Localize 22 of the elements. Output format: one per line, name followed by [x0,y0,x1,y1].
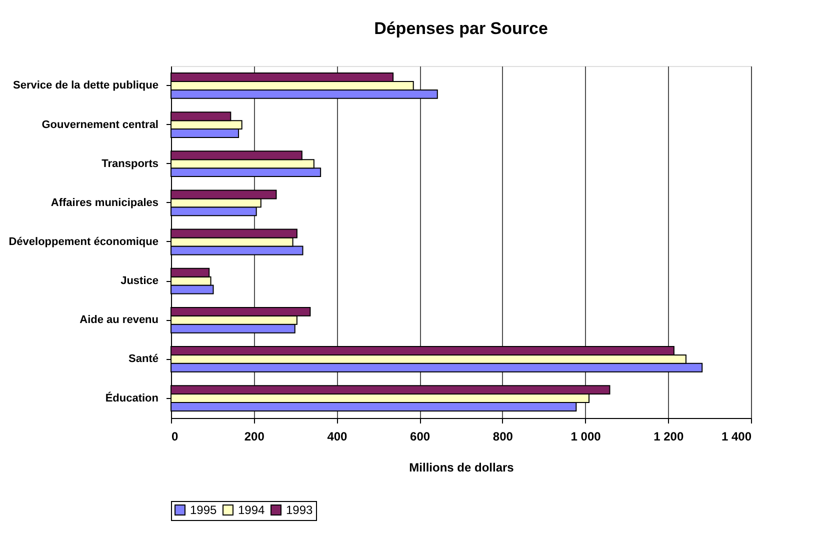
y-tick-label: Service de la dette publique [13,80,158,92]
y-tick-label: Santé [128,353,158,366]
x-tick-label: 400 [327,430,348,444]
x-tick-label: 200 [244,430,265,444]
x-axis-title: Millions de dollars [409,460,514,474]
legend-label: 1994 [238,503,266,517]
x-tick-label: 1 000 [570,430,602,444]
x-tick-label: 0 [172,430,178,444]
y-tick-label: Éducation [105,391,159,404]
x-tick-label: 800 [492,430,514,444]
y-tick-label: Justice [120,275,158,288]
y-tick-label: Transports [102,158,158,170]
x-tick-label: 1 400 [721,430,752,444]
legend-label: 1995 [190,503,218,517]
y-tick-label: Affaires municipales [50,196,158,209]
legend-label: 1993 [286,503,314,517]
y-tick-label: Gouvernement central [42,118,158,131]
x-tick-label: 600 [410,430,430,444]
chart-title: Dépenses par Source [374,19,548,38]
y-tick-label: Développement économique [8,236,158,248]
x-tick-label: 1 200 [654,430,684,444]
y-tick-label: Aide au revenu [80,314,158,326]
